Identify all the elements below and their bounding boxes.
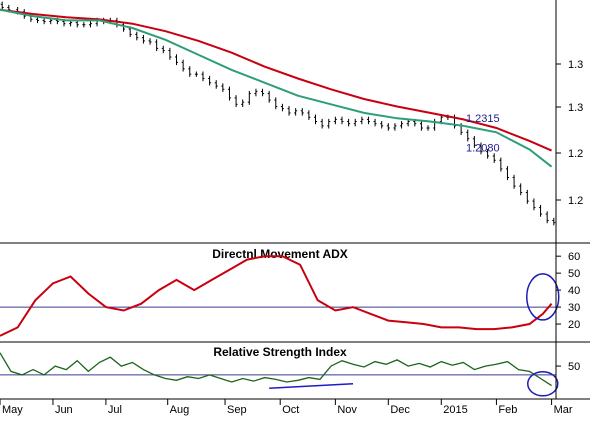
- y-tick-label: 1.2: [568, 148, 583, 160]
- adx-panel: 60 50 40 30 20 Directnl Movement ADX: [0, 247, 580, 337]
- price-annotation: 1.2315: [466, 113, 500, 125]
- x-axis: May Jun Jul Aug Sep Oct Nov Dec 2015 Feb Mar: [0, 399, 573, 416]
- x-tick-label: Nov: [337, 404, 357, 416]
- rsi-title: Relative Strength Index: [213, 345, 347, 359]
- adx-line: [0, 255, 553, 337]
- rsi-panel: 50 Relative Strength Index: [0, 345, 580, 397]
- y-tick-label: 40: [568, 285, 580, 297]
- y-tick-label: 1.3: [568, 59, 583, 71]
- price-annotation: 1.2080: [466, 142, 500, 154]
- x-tick-label: 2015: [443, 404, 467, 416]
- moving-average-green: [0, 8, 553, 168]
- x-tick-label: Sep: [227, 404, 247, 416]
- y-tick-label: 50: [568, 361, 580, 373]
- y-tick-label: 1.3: [568, 102, 583, 114]
- x-tick-label: Mar: [554, 404, 573, 416]
- y-tick-label: 30: [568, 302, 580, 314]
- x-tick-label: Dec: [390, 404, 410, 416]
- adx-highlight-circle: [526, 273, 560, 321]
- x-tick-label: Jun: [55, 404, 73, 416]
- moving-average-red: [0, 8, 553, 152]
- x-tick-label: Aug: [170, 404, 190, 416]
- x-tick-label: May: [2, 404, 23, 416]
- rsi-line: [0, 352, 552, 387]
- x-tick-label: Oct: [282, 404, 299, 416]
- adx-title: Directnl Movement ADX: [212, 247, 348, 261]
- rsi-trendline: [269, 383, 354, 389]
- price-panel: 1.3 1.3 1.2 1.2 1.2315 1.2080: [0, 1, 583, 226]
- y-tick-label: 20: [568, 319, 580, 331]
- x-tick-label: Jul: [108, 404, 122, 416]
- rsi-highlight-circle: [527, 371, 559, 397]
- y-tick-label: 1.2: [568, 195, 583, 207]
- y-tick-label: 50: [568, 268, 580, 280]
- y-tick-label: 60: [568, 251, 580, 263]
- x-tick-label: Feb: [498, 404, 517, 416]
